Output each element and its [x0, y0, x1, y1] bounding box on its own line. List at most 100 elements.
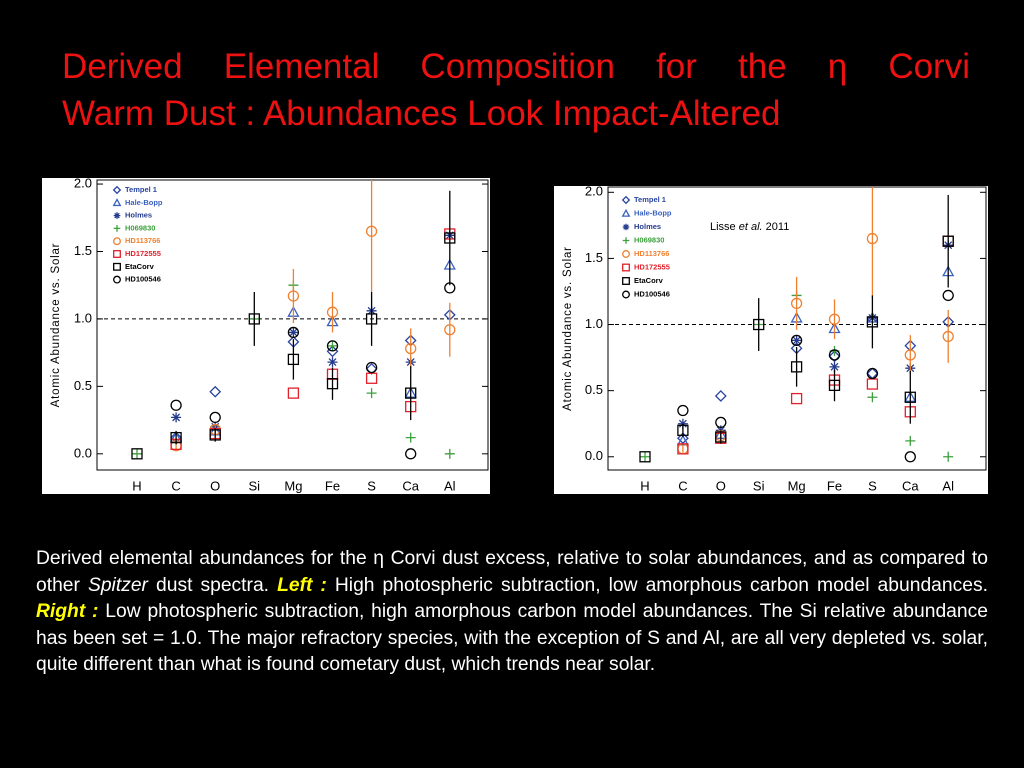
marker: [444, 282, 456, 294]
legend-label: EtaCorv: [125, 262, 155, 271]
annotation-part: 2011: [763, 221, 790, 233]
x-tick-label: O: [716, 478, 726, 493]
x-tick-label: H: [640, 478, 649, 493]
title-line: Derived Elemental Composition for the η …: [62, 47, 970, 86]
caption-text: Derived elemental abundances for the η C…: [36, 548, 988, 596]
marker: [904, 451, 916, 463]
marker: [905, 435, 916, 446]
chart: 0.0 0.5 1.0 1.5 2.0 H C O Si Mg Fe S Ca Al Atomic Abun…: [554, 186, 988, 494]
title-line: Warm Dust : Abundances Look Impact-Alter…: [62, 94, 781, 133]
marker: [677, 404, 689, 417]
marker: [365, 225, 378, 237]
marker: [943, 451, 954, 462]
legend-marker: [622, 250, 630, 258]
marker: [444, 448, 455, 459]
x-tick-label: C: [171, 478, 180, 493]
marker: [209, 385, 222, 398]
x-tick-label: Mg: [788, 478, 806, 493]
x-tick-label: Si: [753, 478, 765, 493]
marker: [790, 392, 803, 405]
marker: [131, 448, 143, 460]
marker: [171, 412, 182, 423]
legend-marker: [113, 250, 121, 258]
x-tick-label: Ca: [902, 478, 919, 493]
legend-label: Hale-Bopp: [634, 208, 672, 217]
marker: [248, 313, 260, 325]
marker: [405, 448, 417, 460]
legend-label: Tempel 1: [125, 185, 157, 194]
legend-label: HD172555: [634, 262, 670, 271]
marker: [405, 387, 417, 399]
marker: [828, 379, 841, 392]
y-axis-label: Atomic Abundance vs. Solar: [562, 246, 574, 411]
marker: [829, 361, 840, 372]
x-tick-label: Si: [249, 478, 261, 493]
x-tick-label: Al: [942, 478, 954, 493]
marker: [828, 349, 841, 361]
legend-label: H069830: [634, 235, 664, 244]
marker: [866, 378, 879, 390]
legend-marker: [621, 195, 631, 205]
marker: [170, 399, 182, 411]
marker: [791, 335, 802, 346]
marker: [287, 290, 300, 302]
legend-marker: [113, 212, 121, 219]
legend-marker: [113, 275, 121, 284]
legend-marker: [622, 223, 630, 231]
marker: [942, 330, 954, 343]
marker: [365, 313, 378, 325]
y-axis-label: Atomic Abundance vs. Solar: [50, 243, 62, 408]
legend-label: HD113766: [634, 249, 669, 258]
marker: [866, 232, 879, 245]
legend-marker: [113, 262, 121, 271]
caption-text: Low photospheric subtraction, high amorp…: [36, 601, 988, 675]
marker: [326, 306, 339, 318]
legend-label: EtaCorv: [634, 276, 664, 285]
x-tick-label: S: [367, 478, 376, 493]
marker: [790, 334, 803, 347]
annotation: Lisse et al. 2011: [710, 221, 789, 233]
marker: [405, 342, 417, 355]
x-tick-label: Fe: [325, 478, 340, 493]
marker: [444, 324, 456, 336]
marker: [405, 432, 416, 443]
marker: [209, 411, 221, 424]
caption-text: dust spectra.: [147, 574, 278, 596]
x-tick-label: Fe: [827, 478, 842, 493]
legend-label: HD113766: [125, 236, 160, 245]
marker: [209, 429, 221, 441]
marker: [867, 392, 878, 403]
marker: [288, 327, 299, 338]
legend-marker: [622, 290, 630, 299]
legend-label: Hale-Bopp: [125, 198, 163, 207]
marker: [866, 316, 879, 328]
marker: [365, 372, 378, 384]
legend-marker: [622, 263, 630, 272]
legend-marker: [112, 198, 122, 207]
marker: [753, 318, 765, 331]
x-tick-label: Ca: [402, 478, 419, 493]
marker: [942, 235, 954, 247]
x-tick-label: Mg: [284, 478, 302, 493]
marker: [287, 326, 300, 339]
x-tick-label: C: [678, 478, 687, 493]
marker: [639, 451, 651, 463]
legend-marker: [113, 237, 121, 246]
legend-label: H069830: [125, 223, 155, 232]
marker: [904, 349, 916, 361]
marker: [287, 353, 300, 366]
y-tick-label: 2.0: [74, 178, 92, 190]
marker: [715, 416, 727, 429]
marker: [365, 361, 378, 374]
y-tick-label: 1.0: [74, 310, 92, 325]
y-tick-label: 2.0: [585, 186, 603, 199]
marker: [828, 313, 841, 325]
y-tick-label: 1.5: [585, 250, 603, 265]
legend-label: Tempel 1: [634, 195, 666, 204]
y-tick-label: 0.0: [74, 445, 92, 460]
caption-text: High photospheric subtraction, low amorp…: [326, 574, 988, 596]
marker: [327, 340, 338, 351]
legend-label: Holmes: [125, 211, 152, 220]
x-tick-label: S: [868, 478, 877, 493]
